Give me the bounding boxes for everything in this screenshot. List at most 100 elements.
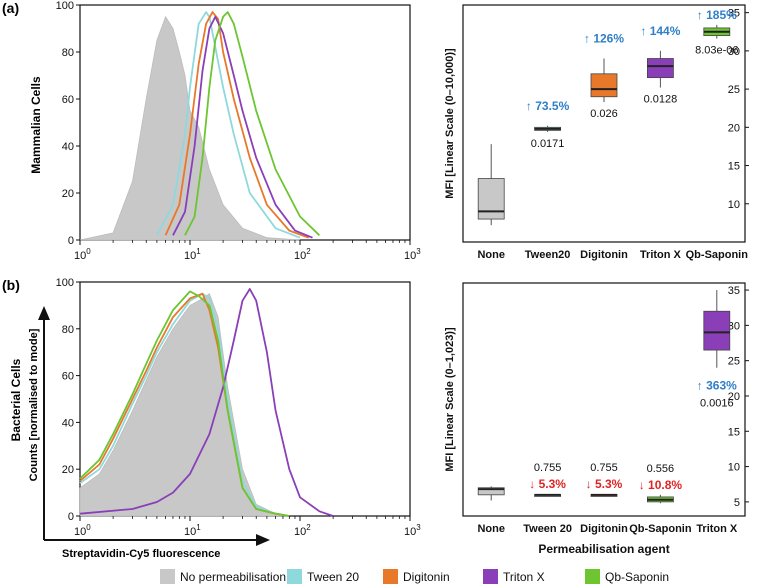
hist-a-xtick-label: 103 bbox=[404, 247, 421, 262]
box-a-box-qb-saponin: ↑ 185% 8.03e-06 bbox=[695, 8, 738, 57]
hist-a-series-triton-x bbox=[172, 15, 313, 239]
legend-swatch bbox=[383, 569, 398, 584]
box-a-xtick-label: None bbox=[477, 249, 505, 261]
box-b-p-value: 0.556 bbox=[647, 463, 675, 475]
box-b-ytick-label: 20 bbox=[728, 391, 740, 403]
hist-b-xtick-label: 100 bbox=[74, 523, 91, 538]
hist-b-xtick-label: 102 bbox=[294, 523, 311, 538]
histogram-mammalian: 0 20 40 60 80 100 100 101 102 103 bbox=[56, 0, 422, 262]
hist-b-xtick-label: 103 bbox=[404, 523, 421, 538]
hist-a-series-qb-saponin bbox=[184, 11, 321, 236]
box-a-box-digitonin: ↑ 126% 0.026 bbox=[584, 32, 624, 121]
hist-a-ytick-label: 80 bbox=[62, 47, 74, 59]
box-b-box-body bbox=[477, 487, 505, 496]
legend-label: Triton X bbox=[503, 570, 545, 584]
box-b-ytick-label: 10 bbox=[728, 462, 740, 474]
box-a-y-axis-label: MFI [Linear Scale (0–10,000)] bbox=[444, 48, 456, 199]
box-b-pct-change: ↓ 10.8% bbox=[639, 478, 683, 492]
box-b-ytick-label: 15 bbox=[728, 426, 740, 438]
box-a-p-value: 0.0128 bbox=[644, 94, 678, 106]
box-a-pct-change: ↑ 73.5% bbox=[526, 99, 570, 113]
legend-swatch bbox=[483, 569, 498, 584]
hist-b-ytick-label: 60 bbox=[62, 371, 74, 383]
box-b-box-tween-20: ↓ 5.3% 0.755 bbox=[529, 462, 566, 497]
hist-a-ytick-label: 100 bbox=[56, 0, 74, 12]
hist-b-ytick-label: 80 bbox=[62, 324, 74, 336]
box-b-ytick-label: 5 bbox=[734, 497, 740, 509]
box-a-pct-change: ↑ 144% bbox=[640, 24, 680, 38]
box-a-ytick-label: 10 bbox=[728, 199, 740, 211]
box-a-xtick-label: Tween20 bbox=[525, 249, 571, 261]
box-b-xtick-label: None bbox=[477, 523, 505, 535]
box-b-x-axis-label: Permeabilisation agent bbox=[538, 542, 669, 556]
box-a-box-body bbox=[590, 73, 618, 98]
box-a-xtick-label: Digitonin bbox=[580, 249, 628, 261]
box-b-box-body bbox=[703, 310, 731, 351]
hist-a-ytick-label: 60 bbox=[62, 94, 74, 106]
box-b-ytick-label: 35 bbox=[728, 285, 740, 297]
box-b-ytick-label: 25 bbox=[728, 356, 740, 368]
hist-b-axis-arrows bbox=[38, 306, 270, 546]
box-a-box-body bbox=[477, 178, 505, 220]
box-a-xtick-label: Qb-Saponin bbox=[686, 249, 749, 261]
hist-b-ytick-label: 0 bbox=[68, 511, 74, 523]
legend-item-digitonin: Digitonin bbox=[383, 569, 450, 584]
box-a-p-value: 8.03e-06 bbox=[695, 45, 738, 57]
legend-swatch bbox=[287, 569, 302, 584]
row-label-bacterial: Bacterial Cells bbox=[9, 358, 23, 441]
box-b-p-value: 0.0016 bbox=[700, 398, 734, 410]
hist-a-series-digitonin bbox=[164, 11, 310, 239]
box-a-ytick-label: 35 bbox=[728, 8, 740, 20]
hist-b-x-axis-label: Streptavidin-Cy5 fluorescence bbox=[62, 548, 220, 560]
panel-a-tag: (a) bbox=[2, 0, 19, 16]
hist-b-ytick-label: 40 bbox=[62, 417, 74, 429]
box-a-xtick-label: Triton X bbox=[640, 249, 682, 261]
hist-a-xtick-label: 102 bbox=[294, 247, 311, 262]
hist-a-xtick-label: 100 bbox=[74, 247, 91, 262]
box-b-frame bbox=[462, 282, 746, 517]
panel-b-tag: (b) bbox=[2, 277, 20, 293]
legend: No permeabilisation Tween 20 Digitonin Trit… bbox=[160, 569, 669, 584]
box-b-xtick-label: Digitonin bbox=[580, 523, 628, 535]
hist-b-xtick-label: 101 bbox=[184, 523, 201, 538]
legend-item-triton-x: Triton X bbox=[483, 569, 545, 584]
box-a-p-value: 0.0171 bbox=[531, 138, 565, 150]
box-b-pct-change: ↓ 5.3% bbox=[529, 477, 566, 491]
box-b-xtick-label: Tween 20 bbox=[523, 523, 572, 535]
hist-b-series-qb-saponin bbox=[79, 290, 290, 517]
boxplot-mammalian: 10 15 20 25 30 35 MFI [Linear Scale (0–10,000)… bbox=[444, 4, 749, 261]
hist-a-xtick-label: 101 bbox=[184, 247, 201, 262]
hist-b-series-no-permeabilisation bbox=[79, 293, 290, 517]
legend-label: Tween 20 bbox=[307, 570, 359, 584]
hist-b-ytick-label: 100 bbox=[56, 277, 74, 289]
box-b-ytick-label: 30 bbox=[728, 320, 740, 332]
box-b-box-none bbox=[477, 486, 505, 501]
box-b-y-axis-label: MFI [Linear Scale (0–1,023)] bbox=[444, 327, 456, 472]
box-a-box-body bbox=[647, 58, 674, 79]
box-a-frame bbox=[462, 4, 746, 243]
legend-label: Digitonin bbox=[403, 570, 450, 584]
hist-a-ytick-label: 0 bbox=[68, 235, 74, 247]
legend-item-qb-saponin: Qb-Saponin bbox=[585, 569, 669, 584]
box-a-box-tween20: ↑ 73.5% 0.0171 bbox=[526, 99, 570, 150]
hist-b-series-triton-x bbox=[79, 288, 334, 517]
box-a-ytick-label: 15 bbox=[728, 161, 740, 173]
hist-b-y-axis-label: Counts [normalised to mode] bbox=[28, 328, 40, 481]
box-b-pct-change: ↑ 363% bbox=[697, 379, 737, 393]
box-b-p-value: 0.755 bbox=[534, 462, 562, 474]
box-a-ytick-label: 25 bbox=[728, 84, 740, 96]
hist-b-series-tween-20 bbox=[79, 292, 290, 517]
box-b-xtick-label: Triton X bbox=[696, 523, 738, 535]
legend-label: No permeabilisation bbox=[180, 570, 286, 584]
legend-item-no-permeabilisation: No permeabilisation bbox=[160, 569, 286, 584]
histogram-bacterial: 0 20 40 60 80 100 100 101 102 103 bbox=[56, 277, 422, 538]
legend-swatch bbox=[160, 569, 175, 584]
box-b-xtick-label: Qb-Saponin bbox=[629, 523, 692, 535]
box-a-box-triton-x: ↑ 144% 0.0128 bbox=[640, 24, 680, 106]
row-label-mammalian: Mammalian Cells bbox=[29, 76, 43, 174]
box-a-box-none bbox=[477, 144, 505, 226]
box-a-p-value: 0.026 bbox=[590, 108, 618, 120]
box-b-p-value: 0.755 bbox=[590, 462, 618, 474]
box-a-ytick-label: 30 bbox=[728, 46, 740, 58]
